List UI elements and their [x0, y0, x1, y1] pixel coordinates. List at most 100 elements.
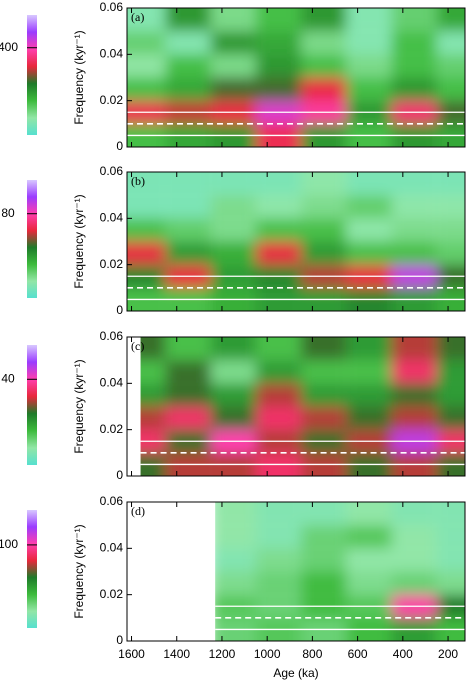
plot-frame	[126, 336, 466, 477]
y-tick-label: 0.02	[100, 587, 124, 601]
heat-cell	[301, 571, 347, 595]
heat-cell	[346, 525, 392, 549]
heat-cell	[301, 502, 347, 526]
x-tick-label: 1200	[209, 647, 236, 661]
heatmap-cells	[127, 172, 465, 311]
heat-cell	[391, 360, 437, 384]
heat-cell	[301, 218, 347, 242]
heat-cell	[301, 337, 347, 361]
heat-cell	[255, 218, 302, 242]
heat-cell	[165, 77, 211, 101]
heat-cell	[391, 8, 437, 32]
heat-cell	[165, 195, 211, 219]
heat-cell	[255, 571, 302, 595]
y-tick-label: 0.02	[100, 422, 124, 436]
heat-cell	[346, 172, 392, 196]
heat-cell	[255, 195, 302, 219]
y-axis-label: Frequency (kyr⁻¹)	[72, 30, 86, 124]
heat-cell	[255, 360, 302, 384]
heat-cell	[165, 360, 211, 384]
heat-cell	[436, 77, 465, 101]
heat-cell	[436, 502, 465, 526]
heat-cell	[127, 241, 166, 265]
heat-cell	[391, 548, 437, 572]
x-tick-label: 400	[393, 647, 413, 661]
heat-cell	[255, 525, 302, 549]
heat-cell	[436, 31, 465, 55]
heat-cell	[436, 525, 465, 549]
heat-cell	[301, 548, 347, 572]
x-tick-label: 800	[302, 647, 322, 661]
heat-cell	[436, 337, 465, 361]
heat-cell	[436, 241, 465, 265]
heat-cell	[301, 31, 347, 55]
heat-cell	[210, 360, 256, 384]
y-tick-label: 0	[116, 633, 123, 647]
heat-cell	[391, 571, 437, 595]
heat-cell	[301, 360, 347, 384]
colorbar	[27, 345, 37, 465]
colorbar-tick-label: 400	[0, 40, 18, 54]
heat-cell	[346, 195, 392, 219]
heat-cell	[436, 195, 465, 219]
y-tick-label: 0.04	[100, 47, 124, 61]
y-tick-label: 0.06	[100, 494, 124, 508]
heat-cell	[127, 77, 166, 101]
heat-cell	[255, 383, 302, 407]
heat-cell	[301, 406, 347, 430]
colorbar-tick-label: 80	[1, 206, 15, 220]
heat-cell	[391, 195, 437, 219]
heat-cell	[301, 54, 347, 78]
heat-cell	[255, 406, 302, 430]
heat-cell	[391, 525, 437, 549]
heat-cell	[165, 218, 211, 242]
heat-cell	[165, 383, 211, 407]
heat-cell	[165, 54, 211, 78]
heat-cell	[436, 571, 465, 595]
plot-frame	[126, 171, 466, 312]
heat-cell	[127, 31, 166, 55]
heat-cell	[165, 337, 211, 361]
heat-cell	[127, 172, 166, 196]
heat-cell	[391, 383, 437, 407]
colorbar-tick-label: 100	[0, 537, 18, 551]
heat-cell	[165, 31, 211, 55]
heat-cell	[391, 502, 437, 526]
heat-cell	[391, 172, 437, 196]
y-tick-label: 0.04	[100, 376, 124, 390]
heatmap-cells	[215, 502, 465, 641]
heat-cell	[346, 360, 392, 384]
heat-cell	[127, 195, 166, 219]
panel-label: (a)	[131, 10, 144, 24]
heat-cell	[346, 502, 392, 526]
heat-cell	[301, 172, 347, 196]
x-tick-label: 200	[438, 647, 458, 661]
y-tick-label: 0.04	[100, 211, 124, 225]
heat-cell	[255, 31, 302, 55]
heat-cell	[391, 241, 437, 265]
heat-cell	[140, 406, 166, 430]
heat-cell	[346, 31, 392, 55]
heat-cell	[210, 8, 256, 32]
x-tick-label: 600	[348, 647, 368, 661]
heat-cell	[391, 218, 437, 242]
heat-cell	[215, 571, 256, 595]
heat-cell	[301, 241, 347, 265]
heat-cell	[346, 241, 392, 265]
heat-cell	[346, 8, 392, 32]
heatmap	[215, 502, 465, 641]
heat-cell	[255, 502, 302, 526]
heat-cell	[140, 383, 166, 407]
heat-cell	[436, 548, 465, 572]
heat-cell	[140, 337, 166, 361]
heat-cell	[255, 54, 302, 78]
heat-cell	[301, 8, 347, 32]
y-axis-label: Frequency (kyr⁻¹)	[72, 194, 86, 288]
y-tick-label: 0	[116, 139, 123, 153]
heat-cell	[255, 77, 302, 101]
heat-cell	[127, 218, 166, 242]
heat-cell	[346, 77, 392, 101]
heat-cell	[346, 218, 392, 242]
heat-cell	[391, 77, 437, 101]
heat-cell	[210, 54, 256, 78]
